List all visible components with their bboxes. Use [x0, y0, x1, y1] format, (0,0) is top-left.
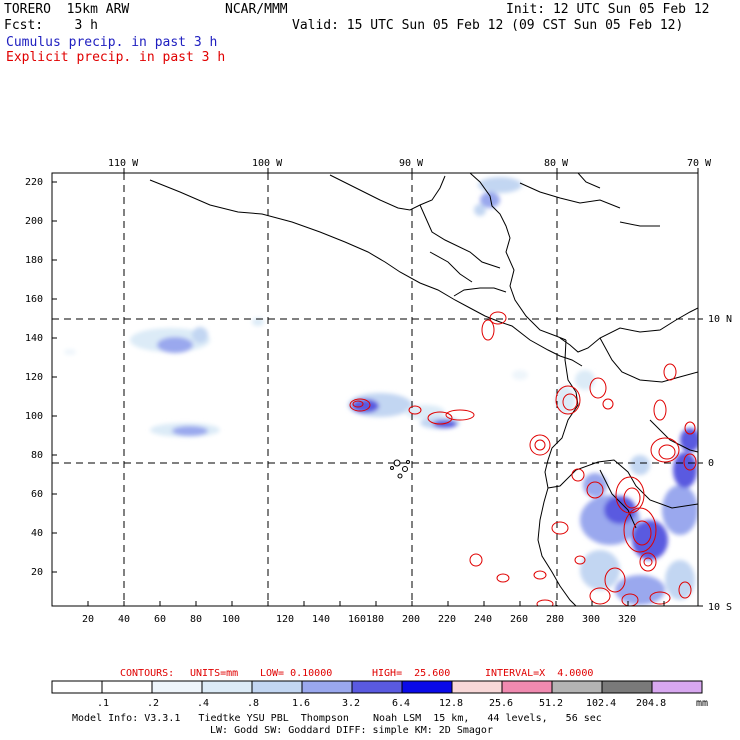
colorbar-unit: mm — [696, 698, 709, 709]
y-tick-label: 20 — [31, 567, 44, 578]
y-tick-label: 100 — [25, 411, 44, 422]
x-tick-label: 180 — [366, 614, 385, 625]
contours-label: CONTOURS: — [120, 668, 175, 679]
y-tick-label: 140 — [25, 333, 44, 344]
x-tick-label: 80 — [190, 614, 203, 625]
y-tick-label: 80 — [31, 450, 44, 461]
lon-label: 70 W — [687, 158, 712, 169]
x-tick-label: 140 — [312, 614, 331, 625]
lon-label: 100 W — [252, 158, 283, 169]
y-tick-label: 160 — [25, 294, 44, 305]
model-info-line2: LW: Godd SW: Goddard DIFF: simple KM: 2D… — [210, 725, 493, 736]
colorbar-swatch — [651, 680, 703, 694]
colorbar-label: 102.4 — [586, 698, 617, 709]
colorbar-swatch — [101, 680, 153, 694]
init-time: Init: 12 UTC Sun 05 Feb 12 — [506, 2, 710, 17]
y-ticks — [52, 181, 57, 573]
colorbar-label: 25.6 — [489, 698, 514, 709]
colorbar — [51, 680, 703, 694]
x-tick-label: 100 — [222, 614, 241, 625]
colorbar-swatch — [551, 680, 603, 694]
x-tick-label: 320 — [618, 614, 637, 625]
units-label: UNITS=mm — [190, 668, 239, 679]
x-tick-label: 260 — [510, 614, 529, 625]
model-title: TORERO 15km ARW — [4, 2, 130, 17]
interval-label: INTERVAL=X 4.0000 — [485, 668, 594, 679]
y-tick-label: 40 — [31, 528, 44, 539]
lat-label: 0 — [708, 458, 715, 469]
colorbar-swatch — [301, 680, 353, 694]
y-tick-label: 180 — [25, 255, 44, 266]
lon-label: 110 W — [108, 158, 139, 169]
explicit-precip-contours — [349, 311, 697, 606]
y-tick-label: 120 — [25, 372, 44, 383]
colorbar-swatch — [401, 680, 453, 694]
x-ticks — [87, 601, 665, 606]
x-tick-label: 220 — [438, 614, 457, 625]
low-label: LOW= 0.10000 — [260, 668, 333, 679]
model-info-line1: Model Info: V3.3.1 Tiedtke YSU PBL Thomp… — [72, 713, 602, 724]
organization-label: NCAR/MMM — [225, 2, 288, 17]
colorbar-swatch — [501, 680, 553, 694]
colorbar-label: .8 — [247, 698, 260, 709]
colorbar-swatch — [201, 680, 253, 694]
colorbar-label: 12.8 — [439, 698, 464, 709]
colorbar-swatch — [151, 680, 203, 694]
x-tick-label: 280 — [546, 614, 565, 625]
x-tick-label: 200 — [402, 614, 421, 625]
cumulus-precip-label: Cumulus precip. in past 3 h — [6, 35, 218, 50]
lon-ticks — [123, 168, 703, 607]
x-tick-label: 60 — [154, 614, 167, 625]
y-tick-label: 60 — [31, 489, 44, 500]
valid-time: Valid: 15 UTC Sun 05 Feb 12 (09 CST Sun … — [292, 18, 684, 33]
y-tick-label: 200 — [25, 216, 44, 227]
lon-label: 80 W — [544, 158, 569, 169]
x-tick-label: 160 — [348, 614, 367, 625]
colorbar-label: 1.6 — [292, 698, 311, 709]
colorbar-label: .1 — [97, 698, 110, 709]
x-tick-label: 120 — [276, 614, 295, 625]
colorbar-label: 204.8 — [636, 698, 667, 709]
lat-label: 10 N — [708, 314, 733, 325]
coastlines — [149, 173, 698, 606]
colorbar-label: .4 — [197, 698, 210, 709]
lat-label: 10 S — [708, 602, 733, 613]
colorbar-label: 6.4 — [392, 698, 411, 709]
lon-label: 90 W — [399, 158, 424, 169]
forecast-hour: Fcst: 3 h — [4, 18, 98, 33]
x-tick-label: 240 — [474, 614, 493, 625]
colorbar-swatch — [451, 680, 503, 694]
cumulus-precip-shading — [64, 177, 698, 605]
x-tick-label: 300 — [582, 614, 601, 625]
x-tick-label: 20 — [82, 614, 95, 625]
colorbar-swatch — [251, 680, 303, 694]
colorbar-label: 51.2 — [539, 698, 564, 709]
plot-frame — [51, 172, 699, 607]
x-tick-label: 40 — [118, 614, 131, 625]
colorbar-swatch — [601, 680, 653, 694]
colorbar-label: .2 — [147, 698, 160, 709]
colorbar-swatch — [51, 680, 103, 694]
high-label: HIGH= 25.600 — [372, 668, 451, 679]
colorbar-label: 3.2 — [342, 698, 361, 709]
colorbar-swatch — [351, 680, 403, 694]
explicit-precip-label: Explicit precip. in past 3 h — [6, 50, 226, 65]
y-tick-label: 220 — [25, 177, 44, 188]
